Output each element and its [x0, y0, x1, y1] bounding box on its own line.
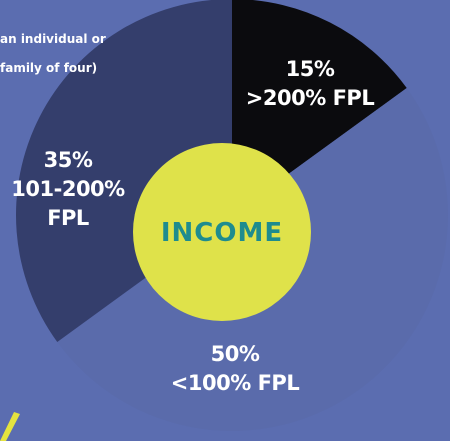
center-label: INCOME	[160, 218, 284, 248]
category-label: >200% FPL	[245, 86, 375, 110]
center-circle	[133, 143, 311, 321]
value-label: 15%	[285, 57, 335, 81]
value-label: 35%	[43, 148, 93, 172]
category-label: 101-200% FPL	[11, 177, 125, 230]
category-label: <100% FPL	[170, 371, 300, 395]
annotation: family of four)	[0, 61, 98, 75]
decor-slash	[0, 412, 20, 441]
annotation: an individual or	[0, 32, 106, 46]
value-label: 50%	[210, 342, 260, 366]
wedge	[16, 0, 232, 342]
